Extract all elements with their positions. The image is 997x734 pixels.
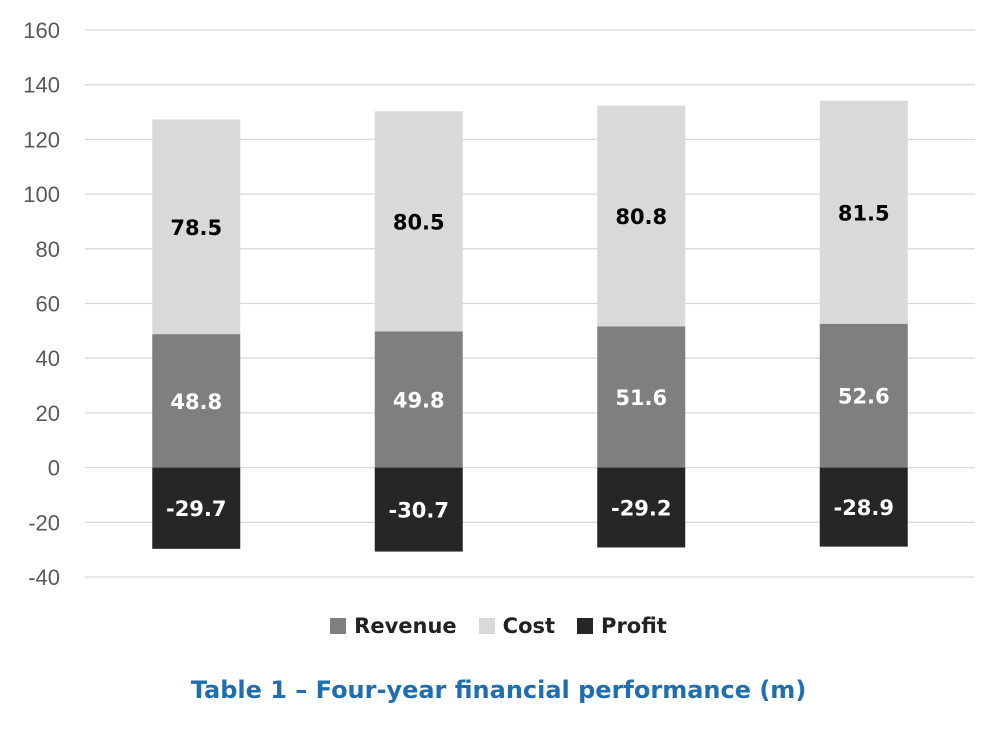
bar-profit xyxy=(152,467,241,549)
bar-cost xyxy=(374,111,463,332)
bar-revenue xyxy=(819,323,908,468)
data-label-revenue: 51.6 xyxy=(615,386,667,410)
data-label-cost: 81.5 xyxy=(838,201,890,225)
y-tick-label: 160 xyxy=(23,18,60,43)
data-label-cost: 80.5 xyxy=(393,210,445,234)
y-tick-label: 140 xyxy=(23,73,60,98)
bar-revenue xyxy=(597,326,686,468)
chart-caption: Table 1 – Four-year financial performanc… xyxy=(190,676,807,704)
bar-profit xyxy=(819,467,908,547)
y-tick-label: -20 xyxy=(28,510,60,535)
data-label-revenue: 52.6 xyxy=(838,385,890,409)
y-tick-label: 0 xyxy=(48,456,60,481)
legend-label-profit: Profit xyxy=(601,614,667,638)
legend: Revenue Cost Profit xyxy=(0,614,997,638)
legend-item-revenue: Revenue xyxy=(330,614,457,638)
legend-item-profit: Profit xyxy=(577,614,667,638)
bar-profit xyxy=(597,467,686,548)
data-label-profit: -30.7 xyxy=(388,499,449,523)
data-label-profit: -28.9 xyxy=(833,496,894,520)
data-label-profit: -29.7 xyxy=(166,497,227,521)
bar-revenue xyxy=(152,334,241,468)
bar-cost xyxy=(152,119,241,335)
data-label-profit: -29.2 xyxy=(611,497,672,521)
y-tick-label: 40 xyxy=(36,346,60,371)
y-tick-label: 120 xyxy=(23,127,60,152)
y-tick-label: 20 xyxy=(36,401,60,426)
y-tick-label: 60 xyxy=(36,292,60,317)
bar-profit xyxy=(374,467,463,552)
bar-cost xyxy=(819,100,908,324)
data-label-cost: 80.8 xyxy=(615,205,667,229)
data-label-revenue: 49.8 xyxy=(393,388,445,412)
legend-swatch-cost xyxy=(478,618,495,634)
legend-swatch-profit xyxy=(577,618,594,634)
legend-label-revenue: Revenue xyxy=(354,614,457,638)
y-tick-label: 80 xyxy=(36,237,60,262)
data-label-cost: 78.5 xyxy=(170,216,222,240)
y-tick-label: -40 xyxy=(28,565,60,590)
bar-cost xyxy=(597,105,686,327)
bar-revenue xyxy=(374,331,463,468)
stacked-bar-chart: 160 140 120 100 80 60 40 20 0 -20 -40 48.8 78.5 -29.7… xyxy=(23,18,975,590)
legend-swatch-revenue xyxy=(330,618,347,634)
data-label-revenue: 48.8 xyxy=(170,390,222,414)
legend-label-cost: Cost xyxy=(502,614,556,638)
y-tick-label: 100 xyxy=(23,182,60,207)
legend-item-cost: Cost xyxy=(478,614,556,638)
